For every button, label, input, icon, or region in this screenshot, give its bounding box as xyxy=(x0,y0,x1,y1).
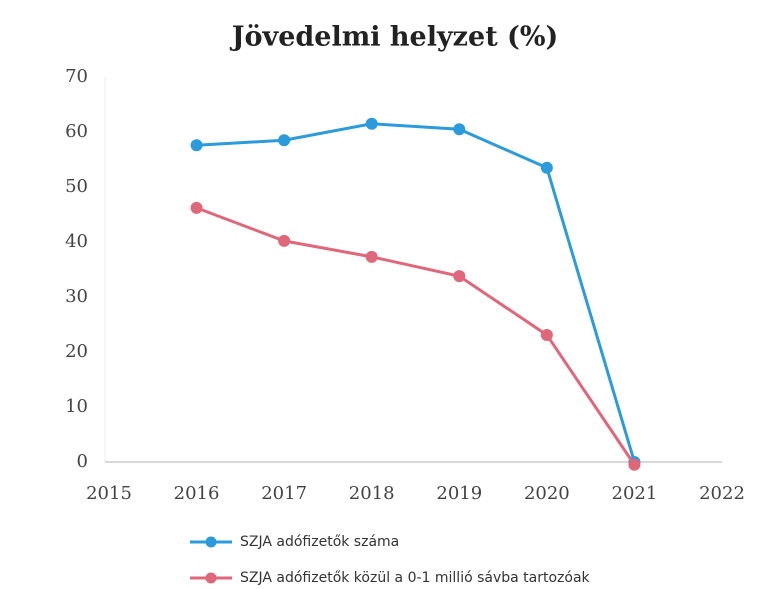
point xyxy=(365,250,378,263)
series-line xyxy=(196,206,636,466)
point xyxy=(278,134,291,147)
y-tick-label: 10 xyxy=(65,396,88,417)
point xyxy=(190,201,203,214)
x-tick-label: 2016 xyxy=(174,483,220,504)
x-tick-label: 2021 xyxy=(612,483,658,504)
x-tick-label: 2018 xyxy=(349,483,395,504)
y-tick-label: 20 xyxy=(65,341,88,362)
legend-label: SZJA adófizetők közül a 0-1 millió sávba… xyxy=(240,570,591,586)
point xyxy=(365,117,378,130)
legend-dot xyxy=(205,536,217,548)
x-tick-label: 2019 xyxy=(436,483,482,504)
point xyxy=(540,161,553,174)
x-tick-label: 2020 xyxy=(524,483,570,504)
point xyxy=(540,328,553,341)
x-tick-label: 2015 xyxy=(86,483,132,504)
point xyxy=(453,270,466,283)
y-tick-label: 40 xyxy=(65,231,88,252)
y-tick-label: 30 xyxy=(65,286,88,307)
point xyxy=(278,234,291,247)
chart-title: Jövedelmi helyzet (%) xyxy=(230,22,559,53)
series-line xyxy=(196,122,636,463)
point xyxy=(453,123,466,136)
legend-label: SZJA adófizetők száma xyxy=(240,534,399,550)
y-tick-label: 0 xyxy=(77,451,88,472)
x-tick-label: 2022 xyxy=(699,483,745,504)
point xyxy=(628,458,641,471)
y-tick-label: 60 xyxy=(65,121,88,142)
point xyxy=(190,139,203,152)
x-tick-label: 2017 xyxy=(261,483,307,504)
legend-dot xyxy=(205,572,217,584)
y-tick-label: 50 xyxy=(65,176,88,197)
y-tick-label: 70 xyxy=(65,66,88,87)
